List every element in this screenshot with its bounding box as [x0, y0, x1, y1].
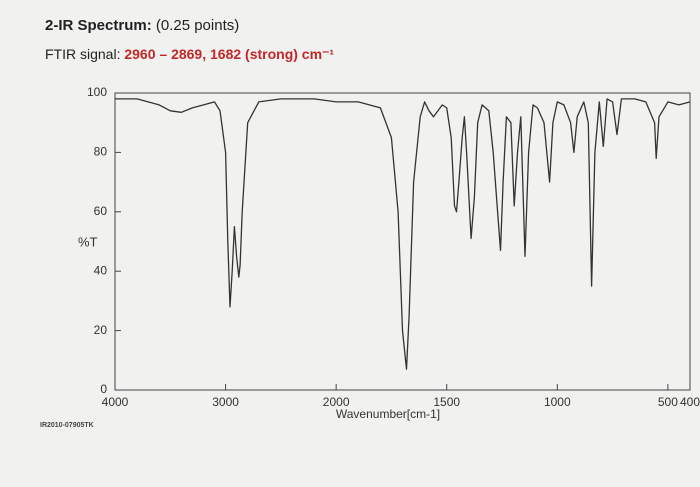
y-tick-label: 0	[100, 382, 107, 396]
x-tick-label: 1500	[433, 395, 460, 409]
x-axis-label: Wavenumber[cm-1]	[336, 407, 440, 421]
y-tick-label: 100	[87, 85, 107, 99]
instrument-code: IR2010-07905TK	[40, 422, 94, 429]
x-tick-label: 500	[658, 395, 678, 409]
y-tick-label: 20	[94, 323, 108, 337]
header-line-1: 2-IR Spectrum: (0.25 points)	[45, 17, 239, 34]
spectrum-line	[115, 98, 691, 370]
header-line-2: FTIR signal: 2960 – 2869, 1682 (strong) …	[45, 46, 334, 63]
x-tick-label: 2000	[323, 395, 350, 409]
question-title: 2-IR Spectrum:	[45, 17, 152, 34]
y-axis-label: %T	[78, 234, 98, 249]
signal-values: 2960 – 2869, 1682 (strong) cm⁻¹	[124, 46, 335, 62]
points: (0.25 points)	[155, 17, 240, 34]
y-tick-label: 60	[94, 204, 108, 218]
x-tick-label: 4000	[102, 395, 129, 409]
plot-frame	[114, 92, 691, 391]
y-tick-label: 80	[94, 145, 108, 159]
y-tick-label: 40	[94, 263, 108, 277]
x-tick-label: 400	[680, 395, 700, 409]
signal-label: FTIR signal:	[45, 46, 121, 62]
x-tick-label: 1000	[544, 395, 571, 409]
x-tick-label: 3000	[212, 395, 239, 409]
